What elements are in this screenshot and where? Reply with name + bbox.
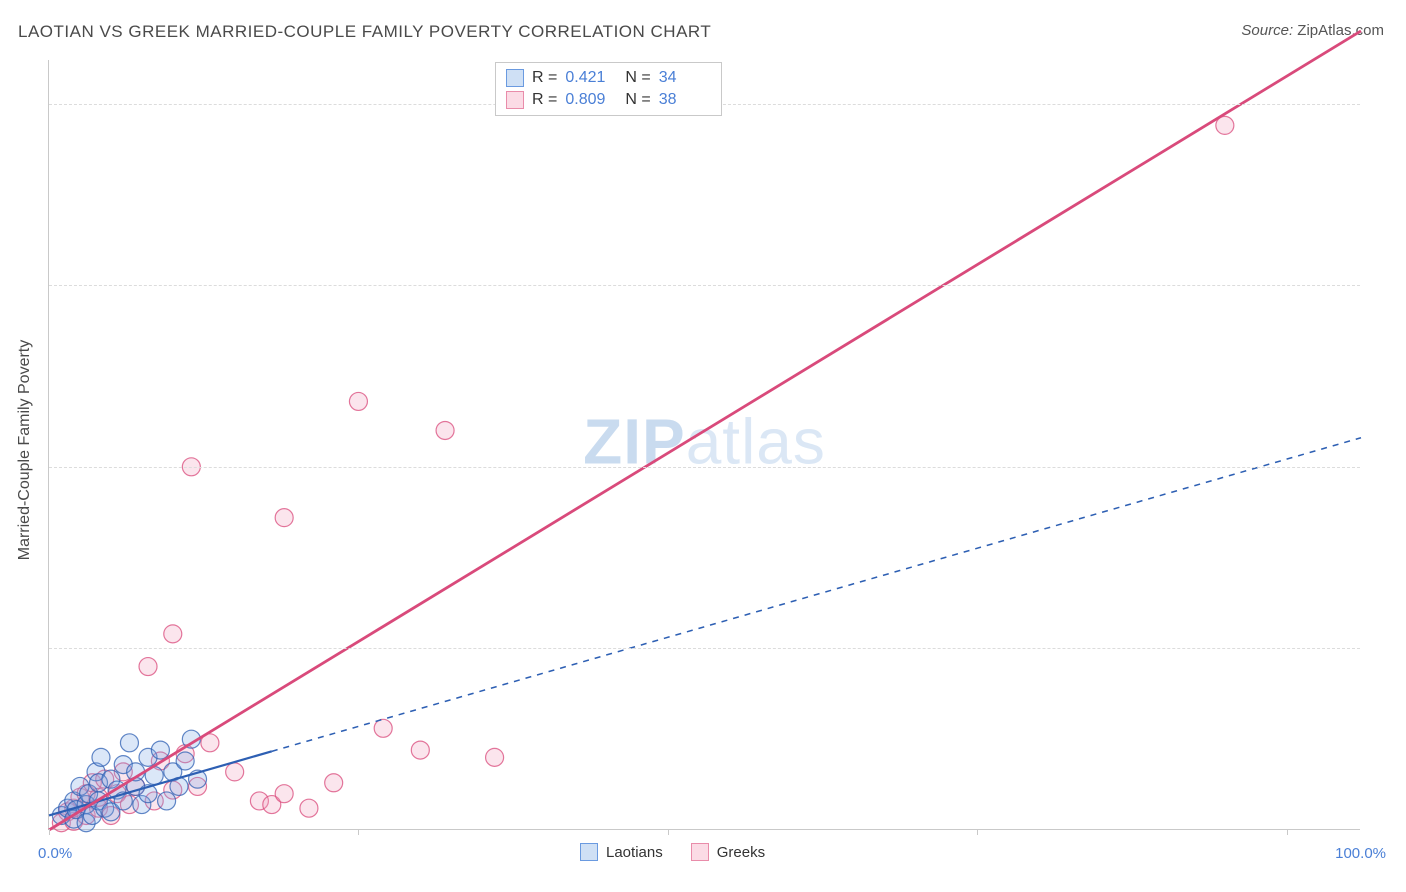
legend-label: Greeks: [717, 844, 765, 861]
chart-title: LAOTIAN VS GREEK MARRIED-COUPLE FAMILY P…: [18, 22, 711, 42]
grid-line-h: [49, 467, 1360, 468]
data-point: [486, 748, 504, 766]
legend-swatch: [506, 69, 524, 87]
stat-r-label: R =: [532, 91, 557, 109]
data-point: [374, 719, 392, 737]
x-tick-label-100: 100.0%: [1335, 845, 1386, 862]
x-tick: [49, 829, 50, 835]
data-point: [226, 763, 244, 781]
legend-swatch: [691, 843, 709, 861]
stat-r-value: 0.809: [565, 91, 617, 109]
data-point: [275, 509, 293, 527]
data-point: [164, 625, 182, 643]
data-point: [411, 741, 429, 759]
data-point: [176, 752, 194, 770]
legend-item: Greeks: [691, 843, 765, 861]
x-tick: [977, 829, 978, 835]
x-tick: [358, 829, 359, 835]
source-label: Source:: [1241, 22, 1293, 39]
stat-r-value: 0.421: [565, 69, 617, 87]
source-credit: Source: ZipAtlas.com: [1241, 22, 1384, 39]
data-point: [151, 741, 169, 759]
stat-n-label: N =: [625, 69, 650, 87]
x-tick-label-0: 0.0%: [38, 845, 72, 862]
stat-n-label: N =: [625, 91, 650, 109]
stats-legend-box: R = 0.421 N = 34 R = 0.809 N = 38: [495, 62, 722, 116]
grid-line-h: [49, 285, 1360, 286]
data-point: [349, 392, 367, 410]
trend-line: [49, 31, 1361, 830]
legend-swatch: [506, 91, 524, 109]
stat-r-label: R =: [532, 69, 557, 87]
data-point: [139, 658, 157, 676]
data-point: [158, 792, 176, 810]
x-tick: [668, 829, 669, 835]
y-axis-title: Married-Couple Family Poverty: [16, 340, 34, 561]
grid-line-h: [49, 648, 1360, 649]
plot-svg: [49, 60, 1360, 829]
data-point: [300, 799, 318, 817]
legend-label: Laotians: [606, 844, 663, 861]
legend-swatch: [580, 843, 598, 861]
plot-area: ZIPatlas 25.0%50.0%75.0%100.0%: [48, 60, 1360, 830]
data-point: [436, 421, 454, 439]
stat-n-value: 34: [659, 69, 711, 87]
legend-item: Laotians: [580, 843, 663, 861]
data-point: [325, 774, 343, 792]
data-point: [120, 734, 138, 752]
data-point: [92, 748, 110, 766]
source-value: ZipAtlas.com: [1297, 22, 1384, 39]
chart-container: LAOTIAN VS GREEK MARRIED-COUPLE FAMILY P…: [0, 0, 1406, 892]
x-tick: [1287, 829, 1288, 835]
stats-row: R = 0.809 N = 38: [506, 89, 711, 111]
data-point: [275, 785, 293, 803]
stat-n-value: 38: [659, 91, 711, 109]
bottom-legend: Laotians Greeks: [580, 843, 765, 861]
stats-row: R = 0.421 N = 34: [506, 67, 711, 89]
